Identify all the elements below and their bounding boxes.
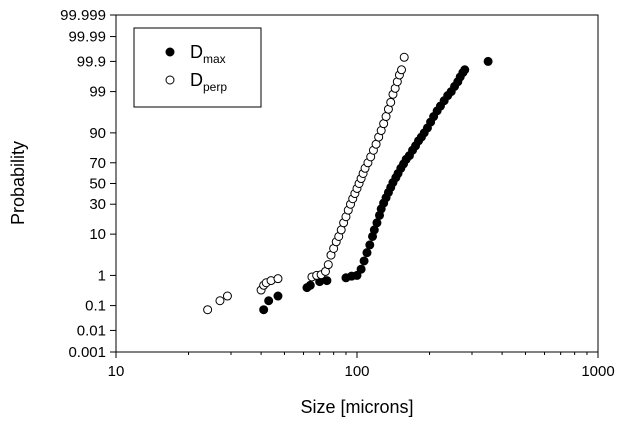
y-tick-label: 10 [89,226,106,243]
data-point [273,274,283,284]
data-point [264,296,274,306]
y-tick-label: 99.999 [60,7,106,24]
legend-label-subscript: perp [203,80,227,94]
data-point [386,97,396,107]
data-point [483,56,493,66]
y-tick-label: 0.01 [77,322,106,339]
data-point [356,264,366,274]
legend-marker [165,75,175,85]
legend-label: Dmax [190,42,226,66]
data-point [381,112,391,122]
legend-marker [165,47,175,57]
y-tick-label: 0.1 [85,298,106,315]
data-point [305,280,315,290]
x-tick-label: 1000 [581,363,614,380]
data-point [259,305,269,315]
data-point [397,65,407,75]
series-dperp [203,52,409,315]
data-point [323,260,333,270]
data-point [215,296,225,306]
legend-label-main: D [190,42,203,62]
y-axis-title: Probability [8,141,28,225]
series-dmax [259,56,493,315]
y-tick-label: 0.001 [68,344,106,361]
data-point [399,52,409,62]
data-point [273,291,283,301]
data-point [372,218,382,228]
y-tick-label: 30 [89,196,106,213]
data-point [365,240,375,250]
data-point [460,65,470,75]
y-tick-label: 99 [89,84,106,101]
y-tick-label: 70 [89,155,106,172]
x-tick-label: 100 [344,363,369,380]
data-point [203,305,213,315]
x-axis-title: Size [microns] [300,397,413,417]
data-point [362,248,372,258]
y-tick-label: 90 [89,125,106,142]
data-point [322,276,332,286]
data-point [222,291,232,301]
data-points [203,52,493,315]
data-point [352,270,362,280]
x-tick-label: 10 [108,363,125,380]
legend-box [133,27,262,108]
y-tick-label: 1 [98,267,106,284]
tick-marks: 10 100 10000.0010.010.1110305070909999.999… [60,7,615,380]
y-tick-label: 99.9 [77,53,106,70]
legend-label-main: D [190,70,203,90]
data-point [359,256,369,266]
y-tick-label: 99.99 [68,29,106,46]
legend-label-subscript: max [203,52,226,66]
legend-label: Dperp [190,70,227,94]
y-tick-label: 50 [89,176,106,193]
